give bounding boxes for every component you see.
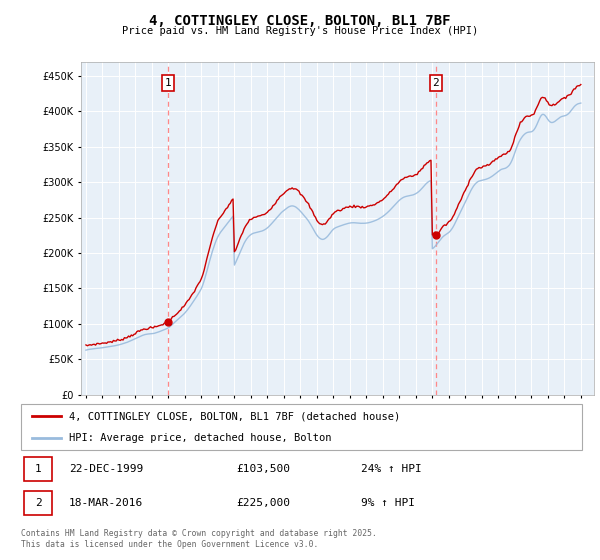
FancyBboxPatch shape: [24, 491, 52, 515]
FancyBboxPatch shape: [24, 457, 52, 481]
Text: 18-MAR-2016: 18-MAR-2016: [69, 498, 143, 507]
Text: Contains HM Land Registry data © Crown copyright and database right 2025.
This d: Contains HM Land Registry data © Crown c…: [21, 529, 377, 549]
Text: 1: 1: [165, 78, 172, 88]
Text: 9% ↑ HPI: 9% ↑ HPI: [361, 498, 415, 507]
Text: HPI: Average price, detached house, Bolton: HPI: Average price, detached house, Bolt…: [69, 433, 332, 443]
Text: 4, COTTINGLEY CLOSE, BOLTON, BL1 7BF (detached house): 4, COTTINGLEY CLOSE, BOLTON, BL1 7BF (de…: [69, 411, 400, 421]
Text: 2: 2: [35, 498, 41, 507]
Text: 2: 2: [433, 78, 439, 88]
Text: £225,000: £225,000: [236, 498, 290, 507]
Text: Price paid vs. HM Land Registry's House Price Index (HPI): Price paid vs. HM Land Registry's House …: [122, 26, 478, 36]
Text: 1: 1: [35, 464, 41, 474]
FancyBboxPatch shape: [21, 404, 583, 450]
Text: 4, COTTINGLEY CLOSE, BOLTON, BL1 7BF: 4, COTTINGLEY CLOSE, BOLTON, BL1 7BF: [149, 14, 451, 28]
Text: 22-DEC-1999: 22-DEC-1999: [69, 464, 143, 474]
Text: 24% ↑ HPI: 24% ↑ HPI: [361, 464, 422, 474]
Text: £103,500: £103,500: [236, 464, 290, 474]
